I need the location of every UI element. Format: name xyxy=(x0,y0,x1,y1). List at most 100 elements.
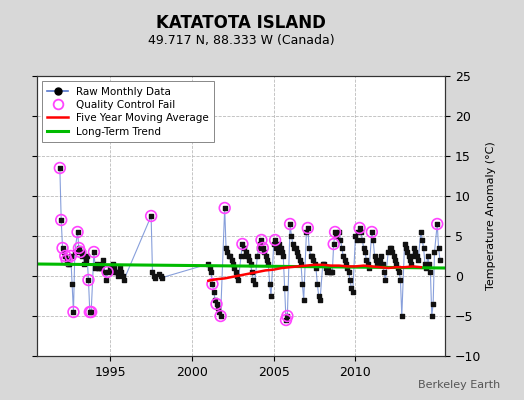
Point xyxy=(112,269,120,275)
Point xyxy=(384,249,392,255)
Point xyxy=(110,265,118,271)
Point xyxy=(90,249,98,255)
Point xyxy=(327,269,335,275)
Point xyxy=(348,289,357,295)
Point xyxy=(426,269,434,275)
Point xyxy=(228,261,237,267)
Point xyxy=(215,309,223,315)
Point xyxy=(275,241,283,247)
Point xyxy=(319,261,327,267)
Point xyxy=(395,269,403,275)
Point xyxy=(419,245,428,251)
Text: 49.717 N, 88.333 W (Canada): 49.717 N, 88.333 W (Canada) xyxy=(148,34,334,47)
Point xyxy=(388,249,397,255)
Point xyxy=(323,269,331,275)
Point xyxy=(263,257,271,263)
Point xyxy=(67,253,75,259)
Point xyxy=(414,257,422,263)
Point xyxy=(225,253,233,259)
Point xyxy=(335,229,343,235)
Point xyxy=(102,277,111,283)
Point xyxy=(69,309,78,315)
Point xyxy=(119,277,128,283)
Point xyxy=(78,253,86,259)
Point xyxy=(312,265,320,271)
Point xyxy=(94,265,102,271)
Point xyxy=(369,237,377,243)
Point xyxy=(377,253,386,259)
Point xyxy=(103,269,112,275)
Point xyxy=(337,245,346,251)
Point xyxy=(150,273,158,279)
Point xyxy=(155,271,163,278)
Point xyxy=(286,221,294,227)
Point xyxy=(91,265,100,271)
Point xyxy=(250,281,259,287)
Point xyxy=(279,253,288,259)
Point xyxy=(417,229,425,235)
Point xyxy=(313,281,322,287)
Point xyxy=(324,265,332,271)
Point xyxy=(116,265,124,271)
Point xyxy=(430,249,439,255)
Point xyxy=(266,281,274,287)
Point xyxy=(298,281,307,287)
Point xyxy=(309,257,318,263)
Point xyxy=(151,275,159,282)
Point xyxy=(423,253,432,259)
Point xyxy=(87,309,95,315)
Point xyxy=(73,229,82,235)
Point xyxy=(245,257,254,263)
Point xyxy=(61,253,70,259)
Point xyxy=(280,285,289,291)
Point xyxy=(113,269,121,275)
Point xyxy=(402,245,410,251)
Point xyxy=(385,245,394,251)
Point xyxy=(410,245,418,251)
Point xyxy=(85,309,94,315)
Point xyxy=(238,241,247,247)
Point xyxy=(210,289,218,295)
Point xyxy=(331,229,339,235)
Point xyxy=(342,261,350,267)
Point xyxy=(58,245,67,251)
Point xyxy=(118,273,127,279)
Point xyxy=(61,253,70,259)
Point xyxy=(267,293,275,299)
Point xyxy=(62,257,71,263)
Text: Berkeley Earth: Berkeley Earth xyxy=(418,380,500,390)
Point xyxy=(332,233,341,239)
Point xyxy=(418,237,427,243)
Point xyxy=(380,269,388,275)
Point xyxy=(68,281,77,287)
Point xyxy=(403,249,411,255)
Point xyxy=(233,273,241,279)
Point xyxy=(246,261,255,267)
Point xyxy=(114,273,123,279)
Point xyxy=(80,261,89,267)
Point xyxy=(106,265,114,271)
Point xyxy=(307,253,315,259)
Point xyxy=(103,269,112,275)
Point xyxy=(355,225,364,231)
Point xyxy=(278,249,286,255)
Point xyxy=(253,253,261,259)
Point xyxy=(303,225,312,231)
Point xyxy=(83,253,91,259)
Point xyxy=(406,257,414,263)
Y-axis label: Temperature Anomaly (°C): Temperature Anomaly (°C) xyxy=(486,142,496,290)
Point xyxy=(65,261,73,267)
Text: KATATOTA ISLAND: KATATOTA ISLAND xyxy=(156,14,326,32)
Point xyxy=(368,229,376,235)
Point xyxy=(221,205,229,211)
Point xyxy=(259,245,267,251)
Point xyxy=(291,245,300,251)
Point xyxy=(84,277,93,283)
Point xyxy=(359,245,368,251)
Point xyxy=(79,249,87,255)
Point xyxy=(222,245,230,251)
Point xyxy=(370,253,379,259)
Point xyxy=(274,249,282,255)
Point xyxy=(422,265,431,271)
Point xyxy=(60,249,68,255)
